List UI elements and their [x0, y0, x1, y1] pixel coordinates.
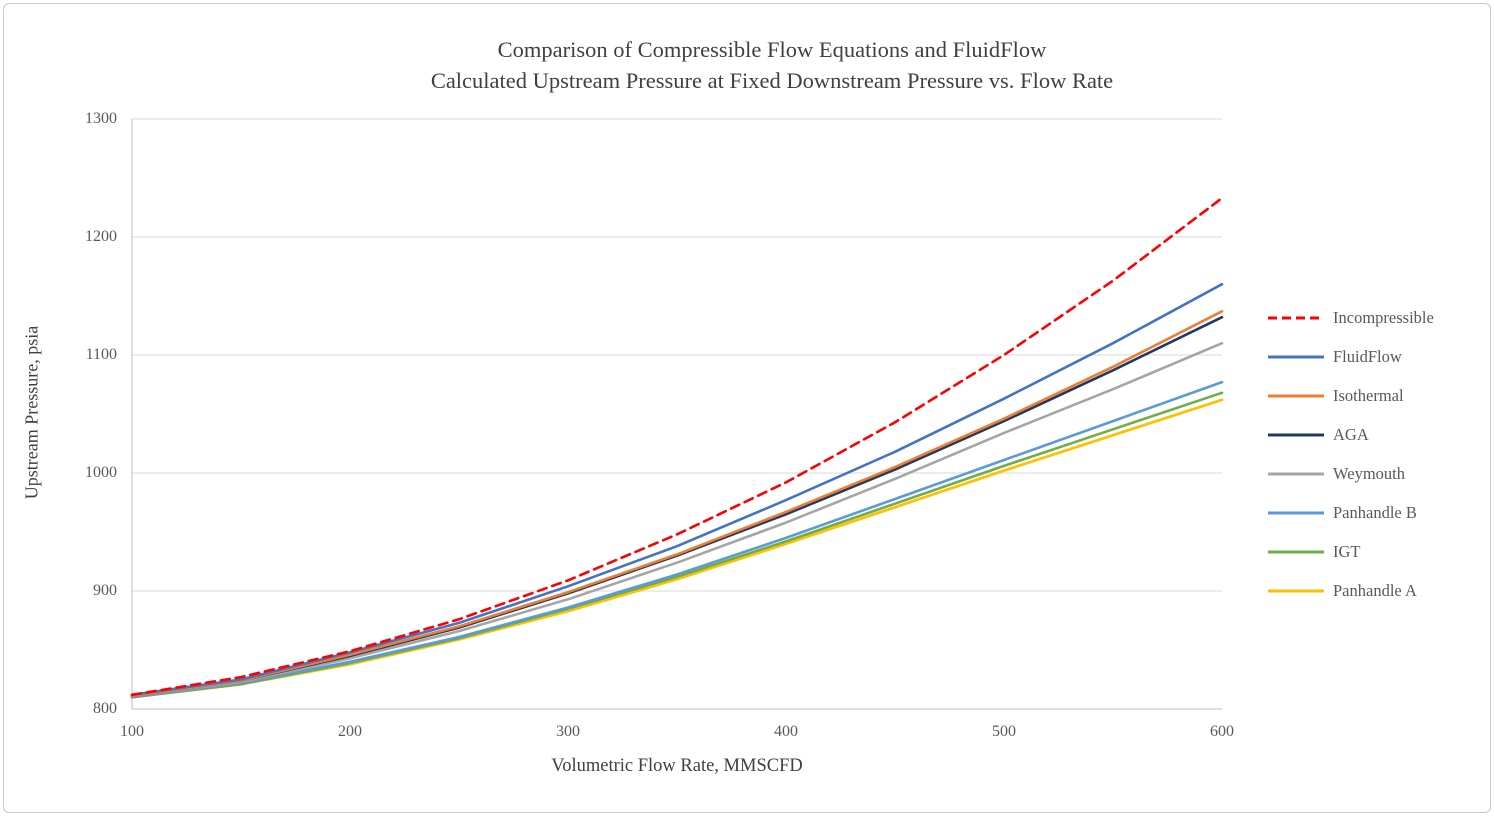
legend-item-weymouth: Weymouth	[1268, 454, 1434, 493]
y-tick-label: 1000	[85, 464, 117, 481]
legend-label: Isothermal	[1333, 385, 1404, 405]
x-tick-label: 500	[992, 723, 1016, 740]
legend-item-fluidflow: FluidFlow	[1268, 337, 1434, 376]
series-line-panhandle-a	[130, 398, 1224, 699]
legend-line-swatch	[1268, 589, 1324, 592]
legend-item-igt: IGT	[1268, 532, 1434, 571]
legend-label: Incompressible	[1333, 307, 1434, 327]
series-line-isothermal	[130, 309, 1224, 698]
legend-label: AGA	[1333, 424, 1369, 444]
y-tick-label: 1100	[85, 346, 117, 363]
legend-item-panhandle-b: Panhandle B	[1268, 493, 1434, 532]
legend-item-panhandle-a: Panhandle A	[1268, 571, 1434, 610]
legend-line-swatch	[1268, 550, 1324, 553]
legend-label: Panhandle A	[1333, 580, 1417, 600]
series-line-incompressible	[130, 196, 1224, 697]
legend-line-swatch	[1268, 472, 1324, 475]
legend-item-isothermal: Isothermal	[1268, 376, 1434, 415]
legend-line-swatch	[1268, 316, 1324, 319]
legend-line-swatch	[1268, 355, 1324, 358]
chart-title-line2: Calculated Upstream Pressure at Fixed Do…	[430, 68, 1114, 93]
x-tick-label: 100	[120, 723, 144, 740]
y-tick-label: 1200	[85, 228, 117, 245]
legend-line-swatch	[1268, 394, 1324, 397]
x-tick-label: 400	[774, 723, 798, 740]
legend-label: FluidFlow	[1333, 346, 1402, 366]
legend-line-swatch	[1268, 511, 1324, 514]
series-line-fluidflow	[130, 282, 1224, 697]
y-axis-title: Upstream Pressure, psia	[21, 325, 42, 500]
legend-line-swatch	[1268, 433, 1324, 436]
y-tick-label: 1300	[85, 110, 117, 127]
y-tick-label: 900	[93, 582, 117, 599]
chart-window: Comparison of Compressible Flow Equation…	[3, 3, 1491, 813]
legend-label: IGT	[1333, 541, 1361, 561]
x-axis-title: Volumetric Flow Rate, MMSCFD	[551, 756, 803, 776]
legend-item-aga: AGA	[1268, 415, 1434, 454]
series-line-aga	[130, 315, 1224, 698]
x-tick-label: 300	[556, 723, 580, 740]
chart-title: Comparison of Compressible Flow Equation…	[54, 34, 1490, 96]
x-tick-label: 200	[338, 723, 362, 740]
legend-label: Weymouth	[1333, 463, 1405, 483]
chart-title-line1: Comparison of Compressible Flow Equation…	[497, 37, 1047, 62]
legend-label: Panhandle B	[1333, 502, 1417, 522]
plot-area	[130, 118, 1224, 710]
series-line-weymouth	[130, 341, 1224, 698]
legend-item-incompressible: Incompressible	[1268, 298, 1434, 337]
x-tick-label: 600	[1210, 723, 1234, 740]
y-tick-label: 800	[93, 700, 117, 717]
legend: Incompressible FluidFlow Isothermal AGA Weym…	[1268, 298, 1434, 610]
series-line-panhandle-b	[130, 380, 1224, 699]
